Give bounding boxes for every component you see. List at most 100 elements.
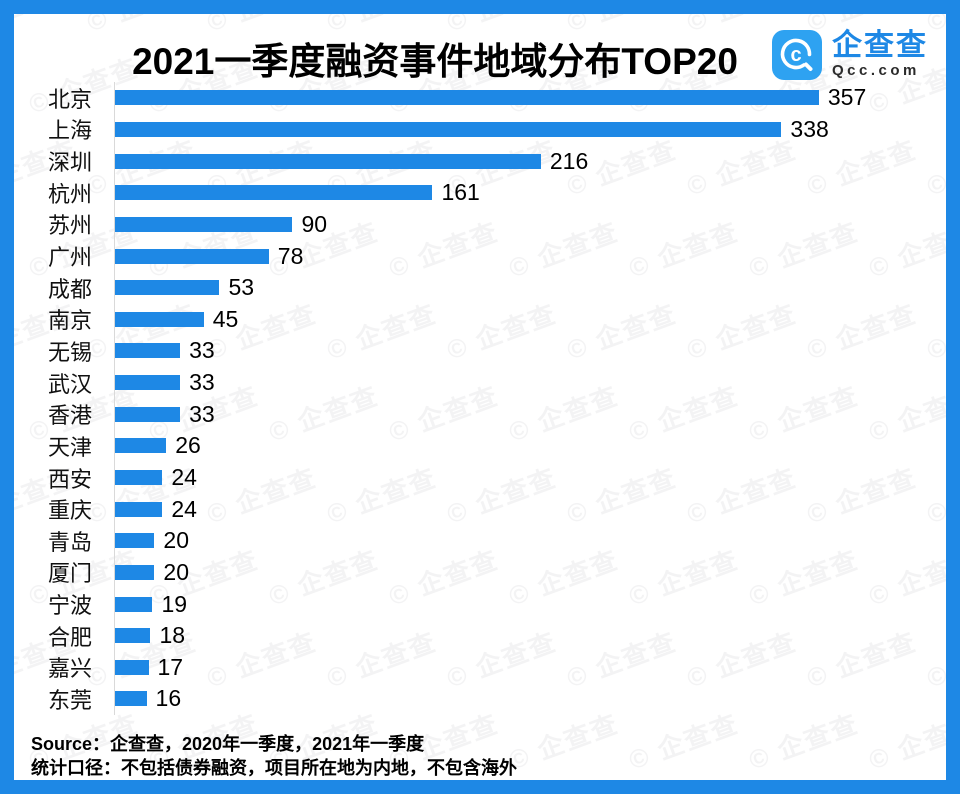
category-label: 合肥 bbox=[47, 624, 92, 650]
chart-row: 东莞 16 bbox=[14, 683, 946, 715]
bar bbox=[115, 501, 163, 517]
bar bbox=[115, 343, 181, 359]
chart-row: 杭州 161 bbox=[14, 176, 946, 209]
category-label: 苏州 bbox=[47, 213, 92, 239]
qcc-logo-text: 企查查 Qcc.com bbox=[832, 30, 928, 80]
bar-track: 20 bbox=[114, 524, 826, 557]
value-label: 33 bbox=[189, 337, 215, 364]
chart-row: 上海 338 bbox=[14, 113, 946, 146]
bar bbox=[115, 470, 163, 485]
chart-row: 深圳 216 bbox=[14, 145, 946, 177]
category-label: 东莞 bbox=[47, 688, 92, 713]
value-label: 18 bbox=[159, 622, 186, 649]
value-label: 338 bbox=[790, 115, 829, 142]
bar-track: 18 bbox=[114, 619, 826, 652]
bar bbox=[115, 533, 155, 549]
bar-track: 53 bbox=[114, 271, 826, 304]
chart-row: 香港 33 bbox=[14, 398, 946, 431]
chart-row: 成都 53 bbox=[14, 271, 946, 304]
value-label: 90 bbox=[301, 210, 328, 237]
category-label: 上海 bbox=[47, 118, 92, 144]
value-label: 45 bbox=[212, 305, 239, 332]
bar-track: 33 bbox=[114, 335, 826, 367]
bar-track: 19 bbox=[114, 588, 826, 620]
bar-track: 90 bbox=[114, 208, 826, 241]
value-label: 19 bbox=[161, 590, 188, 617]
category-label: 深圳 bbox=[47, 150, 92, 176]
value-label: 24 bbox=[171, 495, 197, 522]
chart-row: 青岛 20 bbox=[14, 524, 946, 557]
bar bbox=[115, 375, 181, 391]
footer: Source：企查查，2020年一季度，2021年一季度 统计口径：不包括债券融… bbox=[14, 715, 946, 780]
bar-track: 24 bbox=[114, 461, 826, 494]
bar-track: 24 bbox=[114, 493, 826, 525]
bar bbox=[115, 406, 181, 422]
category-label: 香港 bbox=[47, 403, 92, 429]
bar bbox=[115, 438, 167, 454]
category-label: 重庆 bbox=[47, 498, 92, 524]
category-label: 杭州 bbox=[47, 181, 92, 207]
bar bbox=[115, 248, 269, 264]
category-label: 宁波 bbox=[47, 593, 92, 619]
qcc-logo-name: 企查查 bbox=[832, 29, 928, 62]
bar bbox=[115, 311, 204, 327]
bar-track: 33 bbox=[114, 398, 826, 431]
bar-track: 216 bbox=[114, 145, 826, 177]
value-label: 20 bbox=[163, 527, 190, 554]
bar-track: 16 bbox=[114, 683, 826, 715]
bar bbox=[115, 153, 541, 169]
value-label: 33 bbox=[189, 369, 215, 396]
bar-track: 33 bbox=[114, 366, 826, 399]
chart-row: 天津 26 bbox=[14, 430, 946, 462]
value-label: 53 bbox=[228, 274, 255, 301]
bar-track: 338 bbox=[114, 113, 829, 146]
category-label: 成都 bbox=[47, 276, 92, 302]
value-label: 26 bbox=[175, 432, 201, 459]
title-wrap: 2021一季度融资事件地域分布TOP20 bbox=[42, 14, 772, 85]
bar-track: 45 bbox=[114, 303, 826, 336]
page-title: 2021一季度融资事件地域分布TOP20 bbox=[132, 41, 738, 82]
value-label: 78 bbox=[277, 242, 304, 269]
value-label: 216 bbox=[549, 147, 589, 174]
chart-rows: 北京 357 上海 338 深圳 bbox=[14, 82, 946, 715]
value-label: 16 bbox=[155, 685, 182, 712]
qcc-logo: c 企查查 Qcc.com bbox=[772, 14, 928, 80]
header: 2021一季度融资事件地域分布TOP20 c 企查查 Qcc.com bbox=[14, 14, 946, 85]
bar bbox=[115, 185, 433, 201]
chart-row: 重庆 24 bbox=[14, 493, 946, 525]
bar bbox=[115, 659, 149, 675]
bar-track: 26 bbox=[114, 430, 826, 462]
category-label: 广州 bbox=[47, 245, 92, 271]
bar bbox=[115, 564, 155, 580]
bar bbox=[115, 216, 293, 232]
source-line: Source：企查查，2020年一季度，2021年一季度 bbox=[31, 733, 425, 754]
bar bbox=[115, 691, 147, 707]
qcc-logo-domain: Qcc.com bbox=[832, 62, 920, 79]
category-label: 北京 bbox=[47, 86, 92, 112]
bar-track: 78 bbox=[114, 240, 826, 272]
caliber-line: 统计口径：不包括债券融资，项目所在地为内地，不包含海外 bbox=[31, 757, 517, 778]
bar-track: 17 bbox=[114, 651, 826, 684]
category-label: 南京 bbox=[47, 308, 92, 334]
bar bbox=[115, 628, 151, 644]
chart-row: 武汉 33 bbox=[14, 366, 946, 399]
bar bbox=[115, 280, 220, 296]
bar-track: 20 bbox=[114, 556, 826, 589]
chart-row: 苏州 90 bbox=[14, 208, 946, 241]
category-label: 天津 bbox=[47, 434, 92, 460]
chart-row: 广州 78 bbox=[14, 240, 946, 272]
value-label: 24 bbox=[171, 464, 197, 490]
chart-row: 南京 45 bbox=[14, 303, 946, 336]
chart-row: 厦门 20 bbox=[14, 556, 946, 589]
category-label: 嘉兴 bbox=[47, 656, 92, 682]
chart-row: 北京 357 bbox=[14, 82, 946, 114]
value-label: 17 bbox=[157, 653, 184, 680]
bar bbox=[115, 121, 782, 137]
svg-text:c: c bbox=[790, 44, 801, 66]
content: 2021一季度融资事件地域分布TOP20 c 企查查 Qcc.com bbox=[14, 14, 946, 780]
chart-row: 无锡 33 bbox=[14, 335, 946, 367]
bar-chart: 北京 357 上海 338 深圳 bbox=[14, 82, 946, 715]
chart-row: 西安 24 bbox=[14, 461, 946, 494]
bar-track: 357 bbox=[114, 82, 866, 114]
